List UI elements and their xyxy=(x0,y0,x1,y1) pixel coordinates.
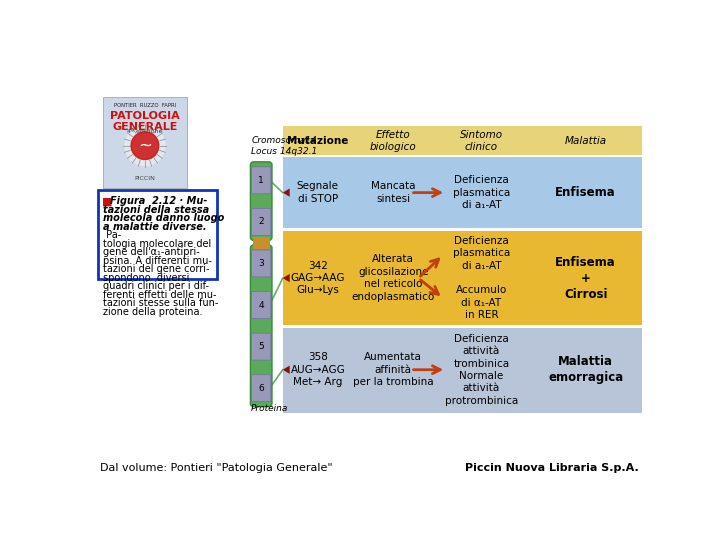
Text: Sintomo
clinico: Sintomo clinico xyxy=(460,130,503,152)
Text: Effetto
biologico: Effetto biologico xyxy=(370,130,417,152)
Bar xyxy=(283,126,642,156)
FancyBboxPatch shape xyxy=(251,167,271,194)
Text: 1: 1 xyxy=(258,176,264,185)
FancyBboxPatch shape xyxy=(251,375,271,402)
Text: Enfisema
+
Cirrosi: Enfisema + Cirrosi xyxy=(555,255,616,301)
Text: 5: 5 xyxy=(258,342,264,351)
Text: Proteina: Proteina xyxy=(251,403,289,413)
Text: 4ª edizione: 4ª edizione xyxy=(127,130,163,134)
Text: ~: ~ xyxy=(138,137,152,154)
Text: Dal volume: Pontieri "Patologia Generale": Dal volume: Pontieri "Patologia Generale… xyxy=(99,463,332,473)
Text: tazioni stesse sulla fun-: tazioni stesse sulla fun- xyxy=(104,298,219,308)
Text: Malattia: Malattia xyxy=(564,136,607,146)
Text: Deficienza
attività
trombinica
Normale
attività
protrombinica: Deficienza attività trombinica Normale a… xyxy=(445,334,518,406)
Polygon shape xyxy=(283,274,289,282)
Text: Alterata
glicosilazione
nel reticolo
endoplasmatico: Alterata glicosilazione nel reticolo end… xyxy=(351,254,435,302)
Text: ferenti effetti delle mu-: ferenti effetti delle mu- xyxy=(104,289,217,300)
Text: Enfisema: Enfisema xyxy=(555,186,616,199)
Text: psina. A differenti mu-: psina. A differenti mu- xyxy=(104,256,212,266)
Text: quadri clinici per i dif-: quadri clinici per i dif- xyxy=(104,281,210,291)
Polygon shape xyxy=(283,188,289,197)
Text: ■: ■ xyxy=(102,197,112,206)
Text: Aumentata
affinità
per la trombina: Aumentata affinità per la trombina xyxy=(353,352,433,387)
Text: molecola danno luogo: molecola danno luogo xyxy=(104,213,225,224)
Bar xyxy=(253,244,270,249)
Circle shape xyxy=(131,132,159,159)
Text: tazioni del gene corri-: tazioni del gene corri- xyxy=(104,264,210,274)
Text: gene dell'α₁-antipri-: gene dell'α₁-antipri- xyxy=(104,247,200,257)
Text: Segnale
di STOP: Segnale di STOP xyxy=(297,181,339,204)
FancyBboxPatch shape xyxy=(251,333,271,360)
FancyBboxPatch shape xyxy=(251,208,271,235)
Text: 2: 2 xyxy=(258,218,264,226)
Text: Malattia
emorragica: Malattia emorragica xyxy=(548,355,624,384)
Text: Mancata
sintesi: Mancata sintesi xyxy=(371,181,415,204)
Text: a malattie diverse.: a malattie diverse. xyxy=(104,222,207,232)
Text: PONTIER  RUZZO  FAPRI: PONTIER RUZZO FAPRI xyxy=(114,103,176,107)
Circle shape xyxy=(125,126,165,166)
Text: Figura  2.12 · Mu-: Figura 2.12 · Mu- xyxy=(109,197,207,206)
Text: Pa-: Pa- xyxy=(104,231,122,240)
FancyBboxPatch shape xyxy=(251,250,271,277)
FancyBboxPatch shape xyxy=(251,245,272,407)
Text: Deficienza
plasmatica
di a₁-AT: Deficienza plasmatica di a₁-AT xyxy=(453,175,510,210)
Bar xyxy=(253,237,270,241)
Bar xyxy=(283,327,642,413)
Text: zione della proteina.: zione della proteina. xyxy=(104,307,203,316)
Text: Cromosoma14
Locus 14q32.1: Cromosoma14 Locus 14q32.1 xyxy=(251,136,318,156)
Text: Deficienza
plasmatica
di a₁-AT

Accumulo
di α₁-AT
in RER: Deficienza plasmatica di a₁-AT Accumulo … xyxy=(453,236,510,320)
Text: Mutazione: Mutazione xyxy=(287,136,348,146)
Text: 3: 3 xyxy=(258,259,264,268)
Text: 6: 6 xyxy=(258,384,264,393)
Bar xyxy=(283,230,642,327)
Text: Piccin Nuova Libraria S.p.A.: Piccin Nuova Libraria S.p.A. xyxy=(464,463,639,473)
Bar xyxy=(98,190,217,279)
Bar xyxy=(283,326,642,328)
Bar xyxy=(253,240,270,245)
FancyBboxPatch shape xyxy=(251,292,271,319)
Text: PICCIN: PICCIN xyxy=(135,176,156,181)
Polygon shape xyxy=(283,366,289,374)
Text: 342
GAG→AAG
Glu→Lys: 342 GAG→AAG Glu→Lys xyxy=(291,261,345,295)
Text: spondono  diversi: spondono diversi xyxy=(104,273,190,283)
Bar xyxy=(104,97,186,188)
FancyBboxPatch shape xyxy=(251,162,272,240)
Text: 358
AUG→AGG
Met→ Arg: 358 AUG→AGG Met→ Arg xyxy=(290,352,345,387)
Text: PATOLOGIA
GENERALE: PATOLOGIA GENERALE xyxy=(110,111,180,132)
Bar xyxy=(283,228,642,231)
Text: tologia molecolare del: tologia molecolare del xyxy=(104,239,212,249)
Text: 4: 4 xyxy=(258,301,264,309)
Text: tazioni della stessa: tazioni della stessa xyxy=(104,205,210,215)
Bar xyxy=(283,156,642,230)
Bar xyxy=(283,154,642,157)
